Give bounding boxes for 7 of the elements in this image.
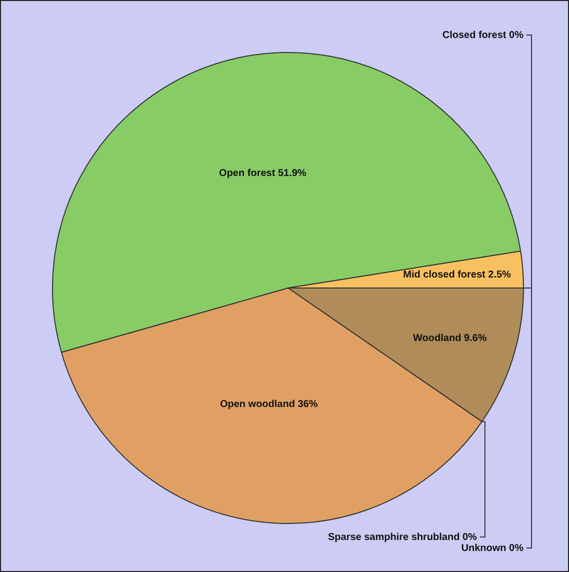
category-label: Sparse samphire shrubland 0% (328, 532, 477, 543)
slice-label: Open forest 51.9% (219, 168, 306, 179)
category-label: Unknown 0% (461, 542, 524, 554)
slice-label: Woodland 9.6% (413, 333, 487, 344)
slice-label: Open woodland 36% (220, 398, 318, 410)
slice-label: Mid closed forest 2.5% (403, 269, 512, 280)
category-label: Closed forest 0% (442, 30, 524, 41)
